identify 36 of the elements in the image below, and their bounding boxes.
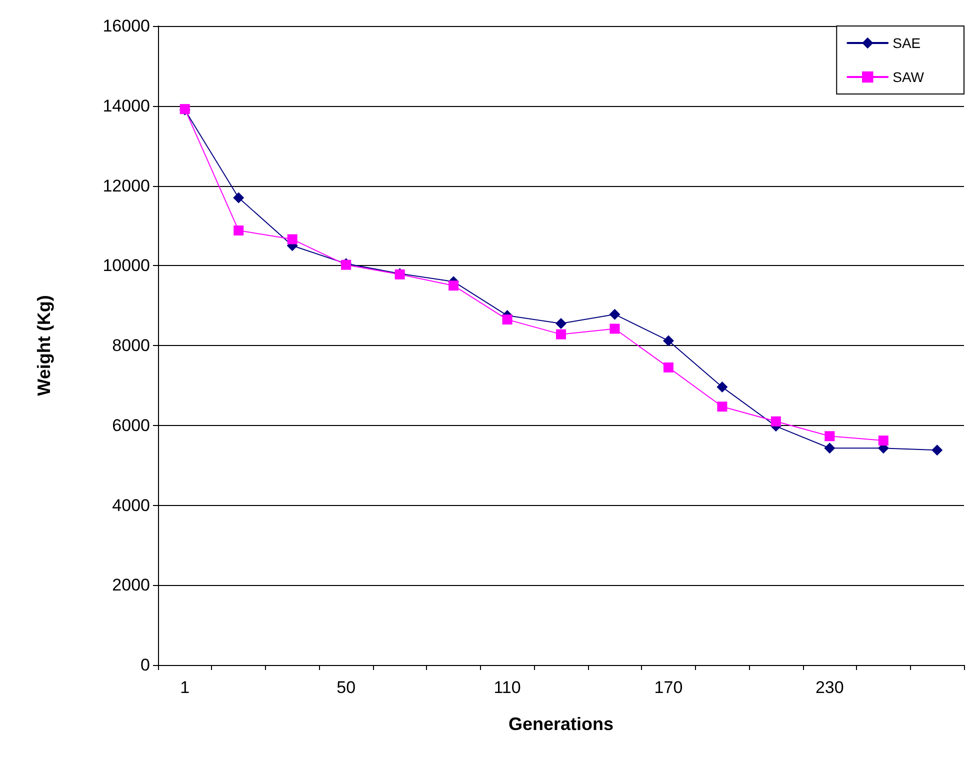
point: [233, 192, 244, 204]
point: [824, 442, 836, 454]
point: [662, 335, 674, 346]
y-tick-label: 16000: [102, 16, 150, 36]
point: [717, 402, 728, 412]
point: [609, 308, 620, 320]
point: [716, 382, 728, 393]
point: [770, 416, 781, 426]
x-tick-label: 50: [336, 678, 356, 697]
point: [502, 314, 512, 325]
x-tick-label: 1: [180, 678, 190, 697]
point: [610, 324, 620, 334]
point: [556, 318, 566, 330]
legend-label: SAE: [892, 35, 921, 51]
point: [932, 444, 943, 456]
x-axis-title: Generations: [508, 714, 614, 734]
y-tick-label: 6000: [112, 416, 150, 435]
y-tick-label: 8000: [112, 336, 150, 355]
point: [878, 436, 888, 446]
y-tick-label: 14000: [102, 96, 150, 116]
y-axis-title: Weight (Kg): [34, 295, 54, 396]
y-tick-label: 2000: [112, 576, 150, 595]
y-tick-label: 4000: [112, 496, 150, 515]
x-tick-label: 170: [654, 678, 683, 697]
point: [556, 329, 566, 340]
x-tick-label: 110: [494, 678, 521, 697]
point: [448, 280, 459, 291]
point: [287, 234, 298, 244]
point: [663, 362, 674, 372]
y-tick-label: 10000: [102, 256, 150, 276]
point: [234, 225, 244, 236]
legend-label: SAW: [892, 69, 925, 85]
x-tick-label: 230: [815, 678, 844, 697]
y-tick-label: 0: [140, 656, 150, 674]
y-tick-label: 12000: [102, 176, 150, 196]
point: [824, 431, 835, 442]
